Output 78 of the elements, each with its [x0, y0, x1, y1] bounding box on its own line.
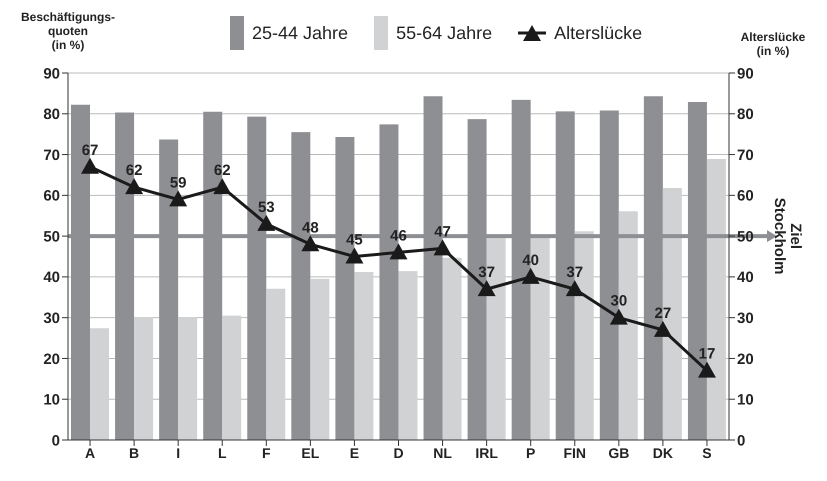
legend-label: 55-64 Jahre [396, 22, 492, 44]
y-tick-label: 60 [43, 188, 60, 205]
x-tick-label: L [218, 444, 227, 461]
y2-tick-label: 10 [737, 392, 754, 409]
y2-tick-label: 90 [737, 65, 754, 82]
point [345, 248, 364, 264]
bar [222, 316, 242, 440]
data-label: 45 [346, 232, 363, 248]
bar [442, 258, 462, 440]
data-label: 17 [698, 346, 716, 363]
y2-tick-label: 30 [737, 310, 754, 327]
data-label: 62 [126, 162, 142, 180]
x-tick-label: FIN [563, 444, 586, 461]
y2-tick-label: 20 [737, 350, 754, 368]
x-tick-label: IRL [475, 444, 498, 461]
bar [178, 317, 198, 440]
x-tick-label: P [526, 444, 536, 461]
x-tick-label: B [129, 444, 140, 461]
x-tick-label: EL [301, 444, 320, 461]
data-label: 53 [258, 198, 275, 216]
x-tick-label: I [176, 444, 180, 461]
bar [310, 278, 330, 440]
bar [354, 272, 374, 440]
point [566, 280, 584, 296]
y-axis-title: Beschäftigungs- quoten (in %) [20, 10, 116, 52]
bar [398, 271, 418, 440]
y2-tick-label: 40 [737, 269, 754, 286]
y-tick-label: 0 [52, 432, 60, 450]
point [654, 320, 672, 337]
point [478, 280, 496, 296]
x-tick-label: A [84, 444, 96, 461]
y-tick-label: 20 [43, 350, 60, 368]
point [257, 214, 276, 231]
data-label: 47 [434, 223, 451, 240]
data-label: 37 [478, 264, 495, 282]
y-tick-label: 50 [43, 228, 60, 246]
point [522, 268, 540, 284]
y2-tick-label: 80 [737, 106, 754, 124]
bar [90, 328, 109, 440]
y-tick-label: 40 [43, 269, 60, 286]
bar [134, 317, 154, 440]
point [125, 178, 144, 194]
y-tick-label: 80 [43, 106, 60, 124]
legend-label: Alterslücke [554, 22, 642, 44]
point [81, 158, 100, 174]
data-label: 48 [302, 219, 319, 236]
x-tick-label: DK [652, 444, 674, 461]
data-label: 40 [522, 252, 540, 269]
x-tick-label: D [393, 444, 404, 461]
point [698, 362, 716, 378]
data-label: 46 [390, 227, 407, 244]
point [610, 308, 628, 325]
x-tick-label: NL [433, 444, 452, 461]
point [390, 243, 408, 260]
data-label: 62 [214, 162, 231, 180]
x-tick-label: E [350, 444, 360, 461]
x-tick-label: GB [608, 444, 630, 461]
legend-label: 25-44 Jahre [252, 22, 348, 44]
bar [266, 288, 286, 440]
data-label: 27 [654, 304, 672, 322]
x-tick-label: S [702, 444, 712, 461]
y-tick-label: 70 [43, 146, 60, 164]
ref-line-label: Ziel Stockholm [771, 198, 804, 274]
point [301, 235, 320, 252]
point [213, 178, 232, 194]
y2-tick-label: 0 [737, 432, 746, 450]
y2-tick-label: 70 [737, 146, 754, 164]
y-tick-label: 90 [43, 65, 60, 82]
y-tick-label: 10 [43, 392, 60, 409]
data-label: 59 [170, 174, 187, 192]
data-label: 37 [566, 264, 584, 282]
point [434, 239, 452, 256]
y-tick-label: 30 [43, 310, 60, 327]
y2-tick-label: 60 [737, 188, 754, 205]
x-tick-label: F [262, 444, 272, 461]
data-label: 30 [610, 292, 628, 310]
y2-axis-title: Alterslücke (in %) [740, 30, 806, 58]
point [169, 190, 188, 206]
